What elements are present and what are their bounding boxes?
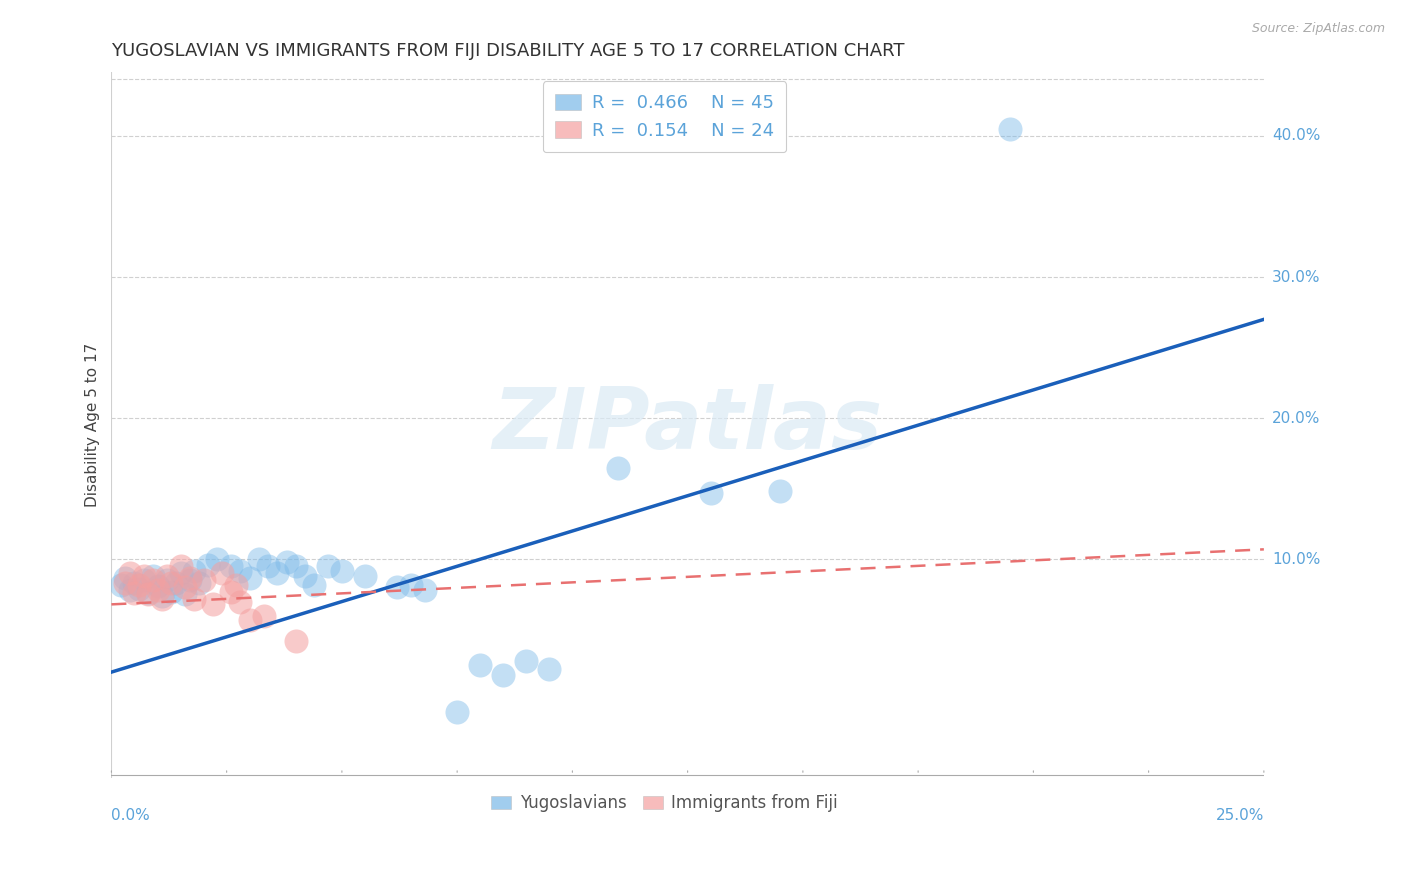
Point: [699, 486, 721, 500]
Point: [276, 555, 298, 569]
Text: ZIPatlas: ZIPatlas: [492, 384, 883, 467]
Point: [169, 566, 191, 581]
Point: [219, 559, 242, 574]
Point: [118, 583, 141, 598]
Point: [252, 608, 274, 623]
Point: [207, 552, 229, 566]
Point: [110, 577, 132, 591]
Point: [229, 594, 252, 608]
Point: [136, 586, 159, 600]
Point: [156, 574, 179, 588]
Point: [257, 559, 280, 574]
Text: 30.0%: 30.0%: [1272, 269, 1320, 285]
Point: [193, 574, 215, 588]
Point: [142, 569, 165, 583]
Point: [160, 576, 183, 591]
Point: [492, 668, 515, 682]
Point: [174, 587, 197, 601]
Point: [128, 577, 150, 591]
Point: [229, 564, 252, 578]
Point: [150, 591, 173, 606]
Point: [132, 569, 155, 583]
Text: Source: ZipAtlas.com: Source: ZipAtlas.com: [1251, 22, 1385, 36]
Point: [132, 574, 155, 588]
Point: [146, 583, 169, 598]
Point: [399, 577, 422, 591]
Point: [294, 569, 316, 583]
Point: [124, 576, 146, 591]
Point: [1000, 121, 1022, 136]
Point: [211, 566, 233, 581]
Point: [188, 576, 211, 591]
Point: [179, 570, 201, 584]
Point: [114, 576, 136, 591]
Point: [316, 559, 339, 574]
Point: [225, 577, 247, 591]
Point: [304, 577, 326, 591]
Text: 10.0%: 10.0%: [1272, 552, 1320, 566]
Point: [446, 705, 468, 719]
Text: 40.0%: 40.0%: [1272, 128, 1320, 144]
Point: [239, 570, 262, 584]
Point: [515, 654, 537, 668]
Point: [330, 564, 353, 578]
Point: [470, 658, 492, 673]
Point: [118, 566, 141, 581]
Point: [124, 586, 146, 600]
Text: 25.0%: 25.0%: [1216, 808, 1264, 823]
Point: [150, 589, 173, 603]
Point: [128, 582, 150, 596]
Point: [142, 574, 165, 588]
Point: [183, 591, 205, 606]
Legend: Yugoslavians, Immigrants from Fiji: Yugoslavians, Immigrants from Fiji: [485, 788, 845, 819]
Point: [239, 613, 262, 627]
Point: [413, 583, 436, 598]
Point: [165, 576, 187, 591]
Point: [247, 552, 270, 566]
Text: 0.0%: 0.0%: [111, 808, 150, 823]
Text: YUGOSLAVIAN VS IMMIGRANTS FROM FIJI DISABILITY AGE 5 TO 17 CORRELATION CHART: YUGOSLAVIAN VS IMMIGRANTS FROM FIJI DISA…: [111, 42, 905, 60]
Point: [538, 662, 561, 676]
Point: [183, 564, 205, 578]
Point: [136, 587, 159, 601]
Point: [354, 569, 377, 583]
Point: [160, 584, 183, 599]
Point: [179, 574, 201, 588]
Point: [201, 598, 224, 612]
Point: [197, 558, 219, 572]
Point: [387, 581, 409, 595]
Point: [114, 570, 136, 584]
Point: [146, 579, 169, 593]
Point: [266, 566, 288, 581]
Point: [769, 484, 792, 499]
Y-axis label: Disability Age 5 to 17: Disability Age 5 to 17: [86, 343, 100, 508]
Point: [284, 634, 307, 648]
Point: [219, 584, 242, 599]
Point: [156, 569, 179, 583]
Point: [169, 559, 191, 574]
Text: 20.0%: 20.0%: [1272, 410, 1320, 425]
Point: [607, 460, 630, 475]
Point: [174, 581, 197, 595]
Point: [284, 559, 307, 574]
